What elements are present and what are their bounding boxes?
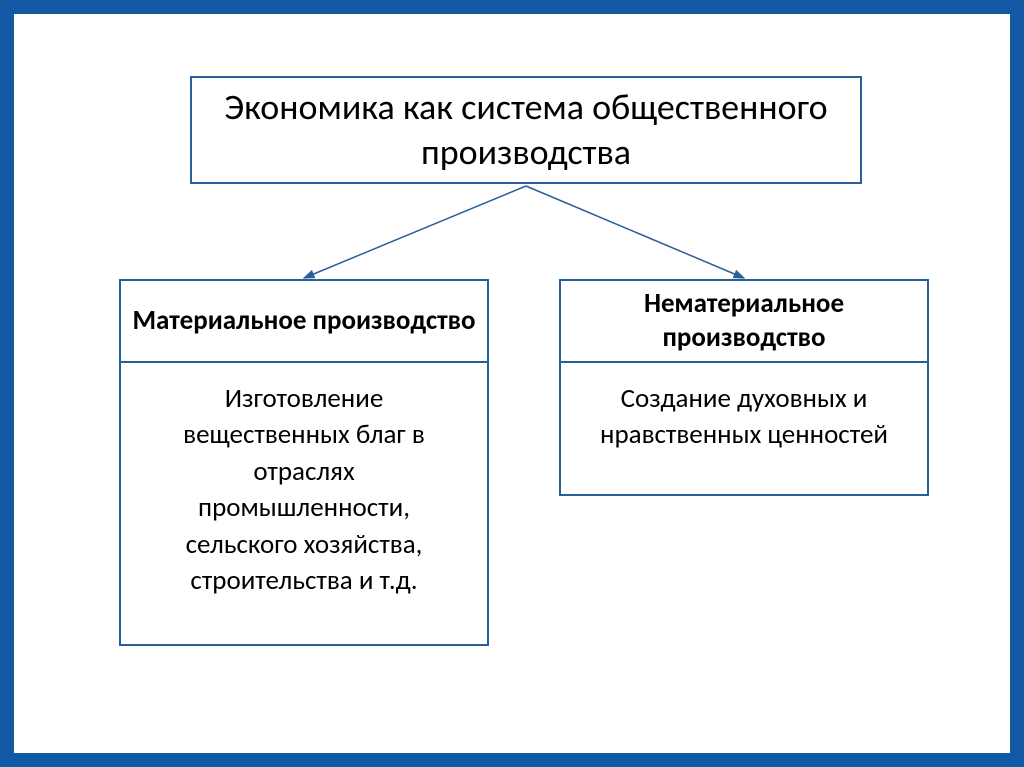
left-header-node: Материальное производство (119, 279, 489, 363)
root-node: Экономика как система общественного прои… (190, 76, 862, 184)
right-body-node: Создание духовных и нравственных ценност… (559, 361, 929, 496)
right-body-label: Создание духовных и нравственных ценност… (585, 381, 903, 454)
slide-frame: Экономика как система общественного прои… (0, 0, 1024, 767)
edge-root-left (304, 186, 526, 278)
left-body-node: Изготовление вещественных благ в отрасля… (119, 361, 489, 646)
edge-root-right (526, 186, 744, 278)
connector-lines (164, 182, 864, 292)
right-header-label: Нематериальное производство (561, 287, 927, 355)
root-node-label: Экономика как система общественного прои… (192, 85, 860, 175)
left-body-label: Изготовление вещественных благ в отрасля… (145, 381, 463, 600)
left-header-label: Материальное производство (132, 304, 475, 338)
right-header-node: Нематериальное производство (559, 279, 929, 363)
